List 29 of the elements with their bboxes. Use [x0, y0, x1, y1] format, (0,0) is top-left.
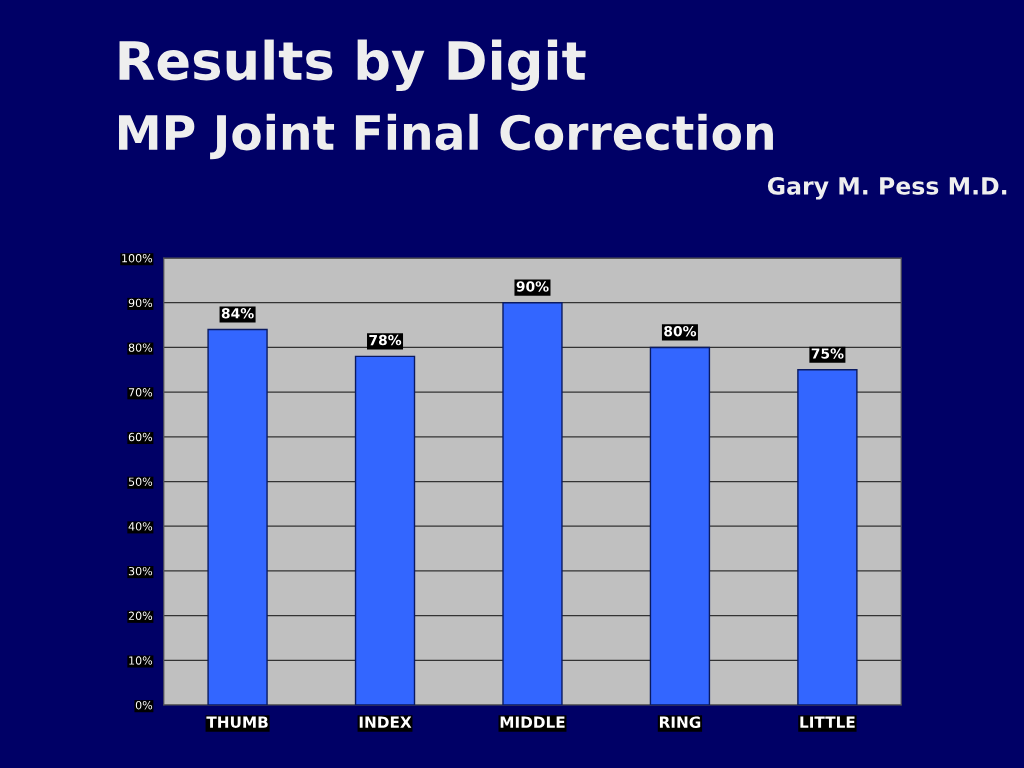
x-tick-label: LITTLE — [800, 716, 855, 728]
y-tick-label: 50% — [128, 477, 153, 486]
y-tick-label: 30% — [128, 566, 153, 576]
x-tick-label: INDEX — [359, 716, 412, 728]
bar — [797, 369, 858, 706]
bar — [649, 346, 711, 706]
bar — [354, 355, 416, 706]
data-label: 75% — [811, 348, 844, 359]
data-label: 90% — [516, 281, 549, 292]
x-tick-label: THUMB — [206, 716, 268, 728]
y-tick-label: 10% — [129, 656, 153, 665]
y-tick-label: 0% — [135, 701, 153, 710]
y-tick-label: 80% — [128, 343, 153, 352]
bar — [502, 302, 563, 706]
y-tick-label: 70% — [128, 388, 153, 397]
x-tick-label: RING — [659, 716, 701, 728]
x-tick-label: MIDDLE — [500, 716, 565, 728]
data-label: 84% — [221, 308, 254, 319]
data-label: 78% — [369, 334, 402, 346]
y-tick-label: 100% — [122, 254, 153, 263]
data-label: 80% — [664, 325, 697, 337]
chart-title: Results by Digit — [119, 39, 586, 92]
chart-subtitle: MP Joint Final Correction — [119, 113, 773, 160]
text: Gary M. Pess M.D. — [767, 176, 1007, 200]
y-tick-label: 40% — [128, 522, 153, 531]
y-tick-label: 90% — [128, 298, 153, 308]
bar — [207, 328, 268, 706]
y-tick-label: 60% — [128, 432, 153, 442]
y-tick-label: 20% — [128, 611, 153, 621]
